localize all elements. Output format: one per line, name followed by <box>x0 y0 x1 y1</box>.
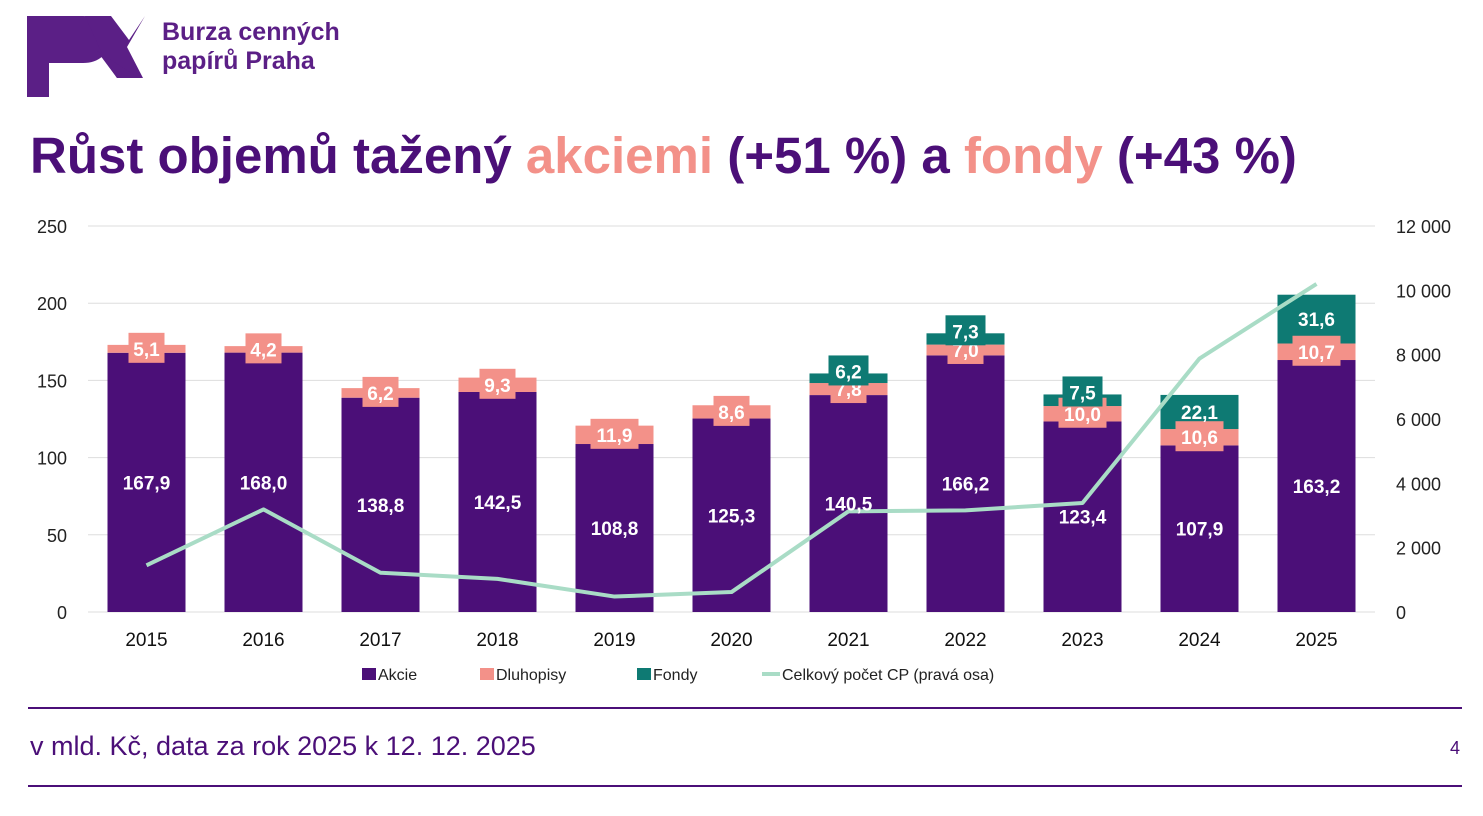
data-label-box-dluhopisy <box>479 368 516 399</box>
x-tick-label: 2018 <box>476 630 518 651</box>
data-label-box-fondy <box>1062 376 1103 407</box>
y-right-tick-label: 10 000 <box>1396 281 1451 301</box>
y-left-tick-label: 200 <box>37 294 67 314</box>
legend-label: Dluhopisy <box>496 667 566 684</box>
bar-akcie <box>341 397 420 612</box>
x-tick-label: 2020 <box>710 630 752 651</box>
data-label-fondy: 6,2 <box>835 362 861 383</box>
data-label-dluhopisy: 5,1 <box>133 340 160 361</box>
data-label-box-dluhopisy <box>1292 335 1341 366</box>
data-label-dluhopisy: 10,7 <box>1298 343 1335 364</box>
data-label-dluhopisy: 6,2 <box>367 384 393 405</box>
logo: Burza cenných papírů Praha <box>27 16 447 98</box>
x-tick-label: 2023 <box>1061 630 1103 651</box>
legend-swatch <box>480 668 494 680</box>
x-tick-label: 2021 <box>827 630 869 651</box>
legend-label: Celkový počet CP (pravá osa) <box>782 667 994 684</box>
y-right-tick-label: 8 000 <box>1396 346 1441 366</box>
data-label-fondy: 22,1 <box>1181 403 1218 424</box>
page-number: 4 <box>1450 738 1461 758</box>
stacked-bar-chart: 0 50 100 150 200 250 0 2 000 4 000 6 000 8 000 10 0… <box>37 217 1451 684</box>
title-part-2: (+51 %) a <box>713 127 964 184</box>
y-right-tick-label: 2 000 <box>1396 539 1441 559</box>
data-label-box-dluhopisy <box>590 418 639 449</box>
legend-swatch <box>362 668 376 680</box>
x-tick-label: 2017 <box>359 630 401 651</box>
data-label-akcie: 123,4 <box>1059 508 1107 529</box>
data-label-akcie: 140,5 <box>825 495 873 516</box>
x-tick-label: 2015 <box>125 630 167 651</box>
y-left-tick-label: 50 <box>47 526 67 546</box>
y-left-tick-label: 250 <box>37 217 67 237</box>
data-label-box-dluhopisy <box>128 332 165 363</box>
data-label-dluhopisy: 9,3 <box>484 376 510 397</box>
x-tick-label: 2024 <box>1178 630 1221 651</box>
logo-wordmark: Burza cenných papírů Praha <box>162 18 340 76</box>
y-right-tick-label: 4 000 <box>1396 474 1441 494</box>
data-label-dluhopisy: 8,6 <box>718 403 744 424</box>
logo-line-2: papírů Praha <box>162 47 315 75</box>
bar-akcie <box>926 355 1005 612</box>
data-label-dluhopisy: 11,9 <box>597 426 633 447</box>
logo-line-1: Burza cenných <box>162 18 340 46</box>
divider-bottom <box>28 785 1462 787</box>
px-logo-icon <box>27 16 145 97</box>
data-label-box-dluhopisy <box>1175 421 1224 452</box>
y-right-tick-label: 0 <box>1396 603 1406 623</box>
data-label-dluhopisy: 4,2 <box>250 340 276 361</box>
title-accent-akcie: akciemi <box>525 127 714 184</box>
bar-akcie <box>224 352 303 612</box>
data-label-dluhopisy: 10,0 <box>1064 405 1101 426</box>
data-label-akcie: 142,5 <box>474 493 522 514</box>
y-left-tick-label: 100 <box>37 449 67 469</box>
x-tick-label: 2016 <box>242 630 284 651</box>
data-label-box-dluhopisy <box>713 395 750 426</box>
footnote: v mld. Kč, data za rok 2025 k 12. 12. 20… <box>30 731 536 761</box>
data-label-akcie: 107,9 <box>1176 520 1224 541</box>
data-label-fondy: 7,5 <box>1069 383 1096 404</box>
data-label-akcie: 138,8 <box>357 496 405 517</box>
bar-akcie <box>107 352 186 612</box>
y-right-tick-label: 6 000 <box>1396 410 1441 430</box>
bar-akcie <box>458 391 537 612</box>
legend-swatch <box>637 668 651 680</box>
x-tick-label: 2019 <box>593 630 635 651</box>
bar-akcie <box>1160 445 1239 612</box>
data-label-akcie: 167,9 <box>123 473 171 494</box>
data-label-dluhopisy: 10,6 <box>1181 428 1218 449</box>
data-label-akcie: 108,8 <box>591 519 639 540</box>
bar-akcie <box>575 444 654 612</box>
title-accent-fondy: fondy <box>963 127 1103 184</box>
data-label-box-dluhopisy <box>362 376 399 407</box>
data-label-akcie: 163,2 <box>1293 477 1341 498</box>
data-label-box-fondy <box>828 355 869 386</box>
data-label-box-fondy <box>945 315 986 346</box>
legend-label: Fondy <box>653 667 697 684</box>
legend-label: Akcie <box>378 667 417 684</box>
x-tick-label: 2022 <box>944 630 986 651</box>
bar-akcie <box>692 418 771 612</box>
title-part-3: (+43 %) <box>1102 127 1297 184</box>
y-left-tick-label: 150 <box>37 371 67 391</box>
data-label-fondy: 7,3 <box>952 322 978 343</box>
bar-akcie <box>1277 360 1356 612</box>
x-tick-label: 2025 <box>1295 630 1337 651</box>
data-label-akcie: 166,2 <box>942 475 990 496</box>
y-right-tick-label: 12 000 <box>1396 217 1451 237</box>
bar-akcie <box>1043 421 1122 612</box>
data-label-box-dluhopisy <box>245 333 282 364</box>
line-celkovy-pocet-cp <box>145 282 1318 599</box>
data-label-dluhopisy: 7,0 <box>952 341 978 362</box>
y-left-tick-label: 0 <box>57 603 67 623</box>
data-label-fondy: 31,6 <box>1298 310 1335 331</box>
data-label-akcie: 125,3 <box>708 506 756 527</box>
title-part-1: Růst objemů tažený <box>30 127 526 184</box>
page-title: Růst objemů tažený akciemi (+51 %) a fon… <box>30 126 1297 185</box>
divider-top <box>28 707 1462 709</box>
bar-akcie <box>809 395 888 612</box>
data-label-akcie: 168,0 <box>240 473 288 494</box>
